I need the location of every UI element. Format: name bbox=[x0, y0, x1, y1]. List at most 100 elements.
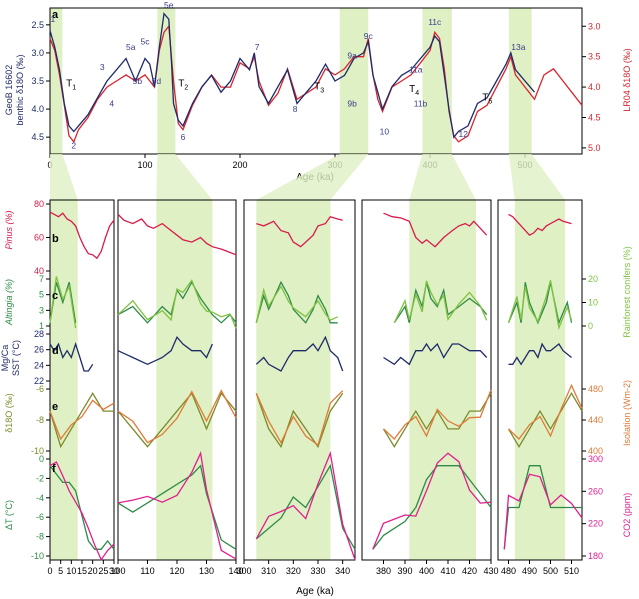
bottom-xlabel: Age (ka) bbox=[296, 586, 334, 597]
a-y2tick-label: 4.0 bbox=[588, 82, 601, 92]
mis-label: 9a bbox=[347, 51, 357, 61]
series-line-c bbox=[507, 282, 573, 326]
series2-line-c bbox=[255, 285, 338, 323]
window-xtick-label: 340 bbox=[335, 566, 350, 576]
series-line-d bbox=[117, 335, 213, 366]
row-ytick-label-d: 26 bbox=[34, 345, 44, 355]
termination-subscript: 1 bbox=[72, 85, 76, 92]
window-xtick-label: 30 bbox=[109, 566, 119, 576]
row-ytick-label-f: 0 bbox=[39, 454, 44, 464]
window-highlight-band bbox=[50, 200, 78, 560]
series2-line-e bbox=[383, 389, 492, 440]
window-xtick-label: 480 bbox=[501, 566, 516, 576]
series-line-c bbox=[255, 280, 338, 324]
panel-a-y2label: LR04 δ18O (‰) bbox=[622, 48, 632, 112]
panel-f-ylabel: ΔT (°C) bbox=[4, 500, 14, 530]
series2-line-e bbox=[117, 389, 237, 444]
row-ytick-label-e: -6 bbox=[36, 384, 44, 394]
mis-label: 7 bbox=[255, 42, 260, 52]
window-frame bbox=[497, 199, 583, 561]
window-highlight-band bbox=[256, 200, 331, 560]
row-y2tick-label-e: 480 bbox=[588, 384, 603, 394]
mis-label: 1 bbox=[50, 14, 55, 24]
window-xtick-label: 25 bbox=[98, 566, 108, 576]
mis-label: 5e bbox=[164, 0, 174, 10]
window-5: 480 490 500 510 bbox=[497, 199, 583, 576]
window-xtick-label: 100 bbox=[110, 566, 125, 576]
panel-b-letter: b bbox=[52, 233, 59, 245]
a-ytick-label: 4.0 bbox=[31, 104, 44, 114]
series2-line-c bbox=[507, 280, 573, 331]
mis-label: 9c bbox=[364, 31, 374, 41]
panel-a-lines bbox=[49, 12, 583, 144]
row-y2tick-label-c: 0 bbox=[588, 321, 593, 331]
series-line-f bbox=[255, 463, 356, 550]
highlight-band-3 bbox=[339, 8, 369, 154]
window-2: 100 110 120 130 140 bbox=[110, 199, 244, 576]
series-line-e bbox=[117, 392, 237, 448]
mis-label: 11b bbox=[414, 98, 428, 108]
mis-label: 4 bbox=[109, 98, 114, 108]
termination-label: T4 bbox=[409, 84, 419, 97]
band-connector-1 bbox=[50, 154, 78, 200]
series-line-e bbox=[507, 392, 583, 448]
mis-label: 10 bbox=[380, 126, 390, 136]
series-line-f bbox=[117, 464, 237, 550]
mis-label: 6 bbox=[181, 132, 186, 142]
termination-subscript: 3 bbox=[320, 87, 324, 94]
panel-a-letter: a bbox=[52, 9, 59, 21]
window-xtick-label: 10 bbox=[66, 566, 76, 576]
series2-line-c bbox=[49, 276, 77, 329]
window-xtick-label: 20 bbox=[88, 566, 98, 576]
series2-line-e bbox=[508, 383, 583, 440]
panel-d-ylabel-2: SST (°C) bbox=[11, 340, 21, 376]
mis-label: 2 bbox=[71, 140, 76, 150]
row-ytick-label-b: 80 bbox=[34, 199, 44, 209]
window-xtick-label: 420 bbox=[462, 566, 477, 576]
row-ytick-label-f: -6 bbox=[36, 512, 44, 522]
panel-e-ylabel: δ18O (‰) bbox=[4, 393, 14, 433]
mis-label: 5d bbox=[152, 76, 162, 86]
series-line-e bbox=[255, 392, 344, 449]
a-ytick-label: 3.5 bbox=[31, 76, 44, 86]
a-ytick-label: 3.0 bbox=[31, 48, 44, 58]
row-ytick-label-e: -8 bbox=[36, 415, 44, 425]
window-xtick-label: 490 bbox=[522, 566, 537, 576]
band-connector-5 bbox=[508, 154, 566, 200]
panel-a: a 01002003004005002.53.03.54.04.53.03.54… bbox=[4, 0, 632, 183]
window-xtick-label: 120 bbox=[169, 566, 184, 576]
window-xtick-label: 110 bbox=[140, 566, 154, 576]
series-line-d bbox=[49, 341, 94, 372]
window-3: 300 310 320 330 340 bbox=[236, 199, 356, 576]
series2-line-c bbox=[393, 280, 488, 324]
mis-label: 9b bbox=[347, 98, 357, 108]
series2-line-e bbox=[49, 399, 115, 441]
row-y2tick-label-f: 260 bbox=[588, 486, 603, 496]
row-y2tick-label-e: 440 bbox=[588, 415, 603, 425]
series-line-f bbox=[372, 465, 492, 550]
panel-c-letter: c bbox=[52, 290, 58, 302]
series2-line-f bbox=[255, 450, 356, 560]
panel-a-ylabel-1: GeoB 16602 bbox=[4, 65, 14, 116]
row-y2tick-label-c: 20 bbox=[588, 274, 598, 284]
mis-label: 8 bbox=[293, 104, 298, 114]
termination-label: T3 bbox=[314, 81, 324, 94]
row-ytick-label-f: -4 bbox=[36, 493, 44, 503]
series-line-d bbox=[508, 342, 572, 366]
a-y2tick-label: 3.5 bbox=[588, 52, 601, 62]
window-xtick-label: 380 bbox=[376, 566, 391, 576]
panel-e-letter: e bbox=[52, 401, 58, 413]
band-connector-3 bbox=[256, 154, 369, 200]
panel-a-ylabel-2: benthic δ18O (‰) bbox=[15, 54, 25, 125]
mis-label: 13a bbox=[511, 42, 525, 52]
window-xtick-label: 500 bbox=[543, 566, 558, 576]
highlight-band-4 bbox=[422, 8, 452, 154]
row-y2tick-label-f: 220 bbox=[588, 519, 603, 529]
window-xtick-label: 5 bbox=[58, 566, 63, 576]
window-xtick-label: 0 bbox=[47, 566, 52, 576]
window-xtick-label: 430 bbox=[483, 566, 498, 576]
series-line-f bbox=[49, 465, 115, 550]
a-xtick-label: 200 bbox=[232, 160, 247, 170]
